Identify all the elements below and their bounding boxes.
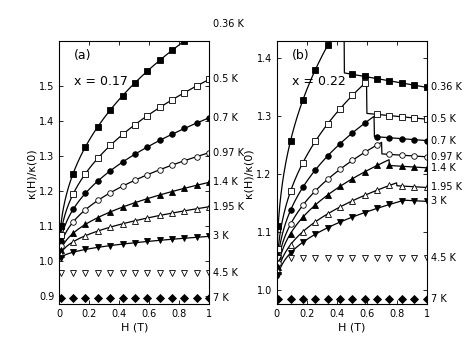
Text: 1.95 K: 1.95 K bbox=[431, 183, 462, 193]
Text: 3 K: 3 K bbox=[431, 196, 447, 206]
Text: 7 K: 7 K bbox=[213, 293, 229, 303]
Text: 0.7 K: 0.7 K bbox=[431, 135, 456, 146]
Text: 0.5 K: 0.5 K bbox=[431, 114, 456, 124]
Text: 4.5 K: 4.5 K bbox=[213, 268, 238, 278]
Text: 0.97 K: 0.97 K bbox=[213, 148, 245, 158]
Text: (a): (a) bbox=[74, 49, 92, 62]
Y-axis label: κ(H)/κ(0): κ(H)/κ(0) bbox=[26, 148, 36, 198]
Text: 0.36 K: 0.36 K bbox=[213, 18, 244, 29]
Y-axis label: κ(H)/κ(0): κ(H)/κ(0) bbox=[244, 148, 254, 198]
Text: 0.7 K: 0.7 K bbox=[213, 113, 238, 123]
Text: (b): (b) bbox=[292, 49, 309, 62]
Text: 0.5 K: 0.5 K bbox=[213, 75, 238, 84]
Text: 1.4 K: 1.4 K bbox=[213, 177, 238, 187]
X-axis label: H (T): H (T) bbox=[120, 322, 148, 332]
Text: 1.95 K: 1.95 K bbox=[213, 202, 245, 212]
Text: x = 0.22: x = 0.22 bbox=[292, 75, 346, 88]
Text: 1.4 K: 1.4 K bbox=[431, 163, 456, 173]
Text: 3 K: 3 K bbox=[213, 232, 229, 241]
X-axis label: H (T): H (T) bbox=[338, 322, 365, 332]
Text: 0.36 K: 0.36 K bbox=[431, 82, 462, 92]
Text: x = 0.17: x = 0.17 bbox=[74, 75, 128, 88]
Text: 7 K: 7 K bbox=[431, 293, 447, 304]
Text: 4.5 K: 4.5 K bbox=[431, 253, 456, 263]
Text: 0.97 K: 0.97 K bbox=[431, 152, 462, 162]
